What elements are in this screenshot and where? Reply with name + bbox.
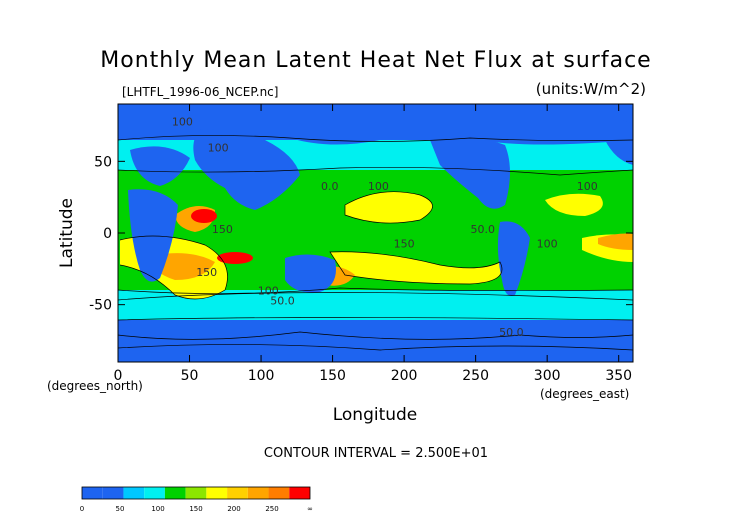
contour-label: 100 xyxy=(172,116,193,129)
patch-south-pacific-yellow xyxy=(330,251,502,284)
colorbar-segment xyxy=(247,487,269,499)
contour-line xyxy=(118,287,633,294)
colorbar xyxy=(81,486,311,500)
colorbar-segment xyxy=(82,487,103,499)
y-axis: -50 0 50 xyxy=(89,154,633,314)
greenland-land xyxy=(605,119,633,165)
europe-land xyxy=(130,146,190,186)
x-tick-label: 250 xyxy=(462,368,489,384)
x-tick-label: 200 xyxy=(391,368,418,384)
x-unit-label: (degrees_east) xyxy=(540,387,629,401)
contour-label: 100 xyxy=(208,141,229,154)
colorbar-tick-label: ∞ xyxy=(307,505,313,513)
north-america-land xyxy=(430,136,510,209)
contour-label: 100 xyxy=(368,180,389,193)
x-tick-label: 350 xyxy=(605,368,632,384)
antarctic-band xyxy=(118,320,633,362)
contour-label: 0.0 xyxy=(321,180,339,193)
colorbar-tick-label: 150 xyxy=(189,505,202,513)
x-tick-label: 0 xyxy=(114,368,123,384)
contour-line xyxy=(118,331,633,340)
x-tick-label: 50 xyxy=(181,368,199,384)
colorbar-segment xyxy=(227,487,248,499)
x-axis-label: Longitude xyxy=(333,405,418,425)
australia-land xyxy=(285,254,336,293)
x-tick-label: 150 xyxy=(319,368,346,384)
arctic-land xyxy=(118,104,633,145)
chart-title: Monthly Mean Latent Heat Net Flux at sur… xyxy=(100,48,652,73)
contour-interval: CONTOUR INTERVAL = 2.500E+01 xyxy=(263,446,489,461)
colorbar-segment xyxy=(268,487,290,499)
hotspot-indian-red xyxy=(217,252,253,264)
colorbar-frame xyxy=(81,486,311,500)
contour-label: 100 xyxy=(537,237,558,250)
contour-line xyxy=(119,235,228,300)
colorbar-segment xyxy=(206,487,228,499)
colorbar-segment xyxy=(123,487,145,499)
patch-north-atlantic-yellow xyxy=(545,193,603,216)
y-tick-label: -50 xyxy=(89,298,112,314)
colorbar-tick-label: 200 xyxy=(227,505,240,513)
y-tick-label: 0 xyxy=(103,226,112,242)
colorbar-labels: 0 50 100 150 200 250 ∞ xyxy=(80,505,313,513)
file-label: [LHTFL_1996-06_NCEP.nc] xyxy=(122,85,279,99)
contour-line xyxy=(118,317,633,321)
contour-label: 50.0 xyxy=(270,295,295,308)
colorbar-tick-label: 100 xyxy=(151,505,164,513)
africa-land xyxy=(128,189,178,282)
contour-label: 100 xyxy=(577,180,598,193)
hotspot-arabian-red xyxy=(191,209,217,223)
colorbar-segment xyxy=(144,487,165,499)
contour-line xyxy=(329,251,503,285)
contour-line xyxy=(118,344,633,351)
contour-line xyxy=(344,191,433,224)
colorbar-tick-label: 50 xyxy=(116,505,125,513)
south-america-land xyxy=(497,221,530,296)
contour-line xyxy=(118,292,633,301)
asia-land xyxy=(193,129,300,210)
colorbar-segment xyxy=(289,487,310,499)
contour-label: 50.0 xyxy=(499,326,524,339)
contour-lines xyxy=(118,135,633,351)
y-tick-label: 50 xyxy=(94,154,112,170)
units-label: (units:W/m^2) xyxy=(535,80,646,98)
x-tick-label: 300 xyxy=(534,368,561,384)
contour-label: 150 xyxy=(212,223,233,236)
southern-band-75 xyxy=(118,292,633,320)
colorbar-segment xyxy=(102,487,124,499)
colorbar-tick-label: 250 xyxy=(265,505,278,513)
patch-north-pacific-yellow xyxy=(345,191,433,224)
contour-label: 100 xyxy=(258,285,279,298)
y-axis-label: Latitude xyxy=(57,198,77,268)
x-tick-label: 100 xyxy=(248,368,275,384)
map-field xyxy=(118,104,633,362)
x-axis: 0 50 100 150 200 250 300 350 xyxy=(114,104,632,384)
contour-label: 150 xyxy=(394,237,415,250)
colorbar-segment xyxy=(164,487,186,499)
contour-line xyxy=(118,166,633,176)
y-unit-label: (degrees_north) xyxy=(47,379,143,393)
colorbar-segment xyxy=(185,487,207,499)
hotspot-atlantic-orange xyxy=(598,233,633,250)
contour-label: 50.0 xyxy=(471,223,496,236)
contour-line xyxy=(118,135,633,142)
contour-label: 150 xyxy=(196,266,217,279)
colorbar-tick-label: 0 xyxy=(80,505,84,513)
